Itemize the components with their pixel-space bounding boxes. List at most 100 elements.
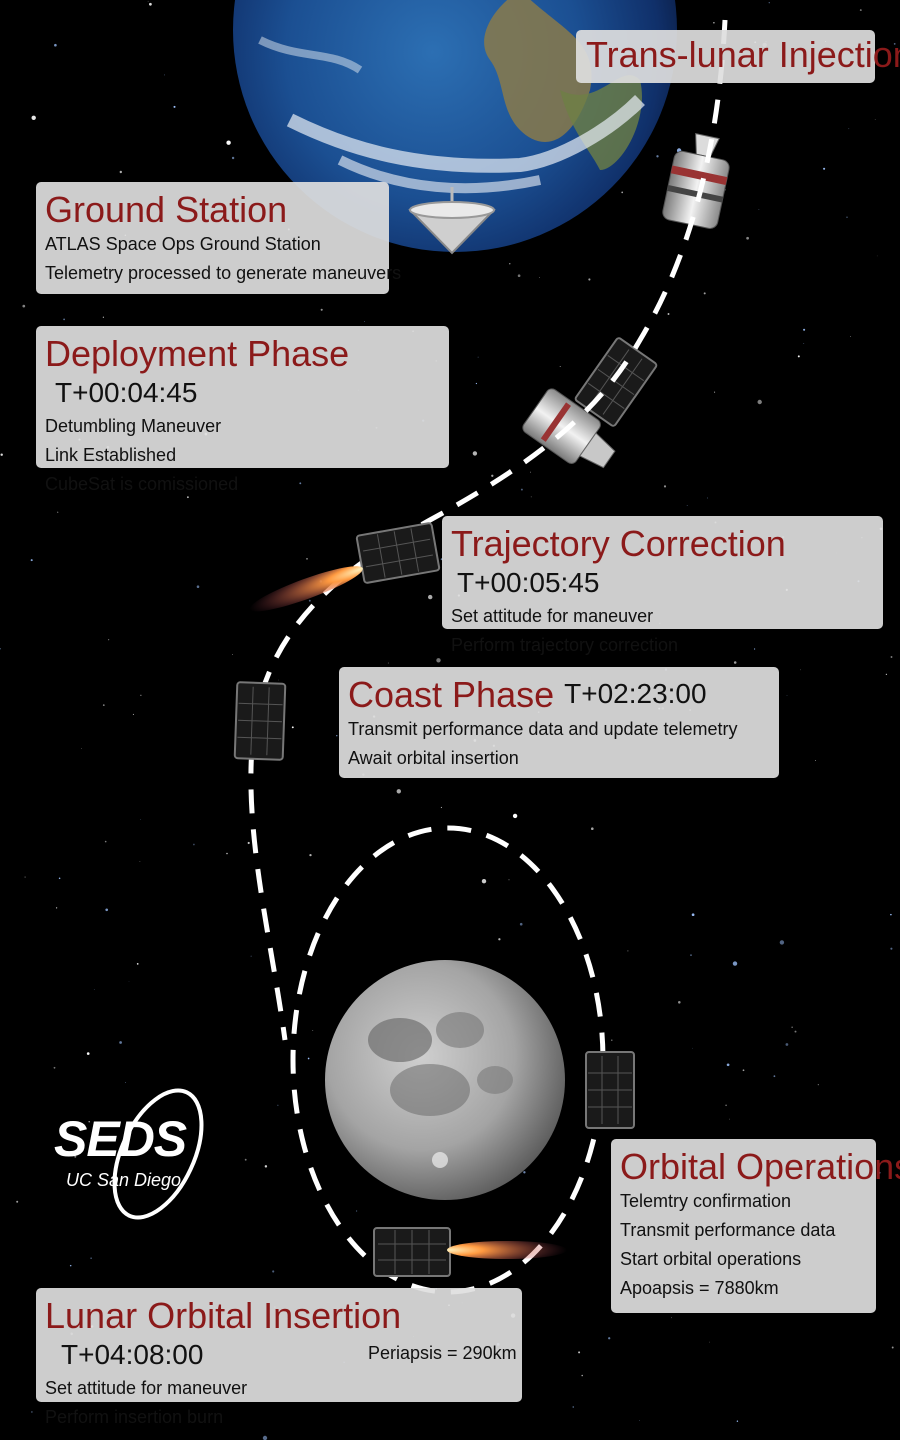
star <box>656 155 659 158</box>
cubesat-icon <box>585 1051 635 1129</box>
star <box>773 1075 776 1078</box>
star <box>846 216 848 218</box>
logo-sub-text: UC San Diego <box>66 1170 182 1190</box>
panel-line: Set attitude for maneuver <box>45 1378 248 1398</box>
star <box>891 1346 894 1349</box>
star <box>262 1435 268 1440</box>
panel-line: Apoapsis = 7880km <box>620 1278 779 1298</box>
star <box>823 167 826 170</box>
star <box>226 140 231 145</box>
panel-line: Telemtry confirmation <box>620 1191 792 1211</box>
star <box>139 861 141 862</box>
star <box>588 278 591 281</box>
star <box>797 355 800 358</box>
star <box>885 673 888 676</box>
star <box>396 789 401 794</box>
thruster-plume-icon <box>249 566 363 612</box>
star <box>125 1082 127 1083</box>
star <box>186 496 189 499</box>
panel-trajectory-correction: Trajectory CorrectionT+00:05:45 Set atti… <box>442 516 883 655</box>
star <box>54 43 57 47</box>
star <box>508 879 510 881</box>
star <box>874 119 876 120</box>
star <box>440 806 442 809</box>
star <box>608 1337 611 1340</box>
star <box>591 827 594 830</box>
panel-orbital-operations: Orbital Operations Telemtry confirmation… <box>611 1139 900 1313</box>
star <box>0 453 3 456</box>
star <box>878 1171 881 1174</box>
star <box>690 954 692 956</box>
star <box>733 661 737 664</box>
star <box>320 308 323 311</box>
star <box>93 989 95 990</box>
star <box>140 694 142 696</box>
star <box>58 877 61 880</box>
star <box>627 950 629 952</box>
star <box>728 1118 730 1120</box>
star <box>132 713 134 715</box>
star <box>102 316 104 318</box>
panel-line: Perform trajectory correction <box>451 635 679 655</box>
star <box>16 1200 19 1203</box>
star <box>128 981 130 982</box>
star <box>69 1264 72 1267</box>
star <box>709 1341 710 1343</box>
star <box>791 1026 793 1028</box>
star <box>779 940 785 945</box>
star <box>164 74 165 76</box>
star <box>277 1104 279 1106</box>
star <box>572 1406 574 1408</box>
panel-line: Set attitude for maneuver <box>451 606 654 626</box>
star <box>264 1165 268 1168</box>
star <box>88 1121 90 1123</box>
star <box>785 1043 789 1046</box>
panel-title: Orbital Operations <box>620 1146 900 1187</box>
star <box>581 1374 583 1377</box>
star <box>517 274 521 278</box>
star <box>309 853 312 857</box>
star <box>312 1029 314 1031</box>
star <box>232 654 233 655</box>
cubesat-icon <box>233 681 287 761</box>
panel-line: ATLAS Space Ops Ground Station <box>45 234 321 254</box>
moon-icon <box>325 960 565 1200</box>
star <box>306 558 308 560</box>
star <box>299 482 302 485</box>
star <box>817 1084 819 1086</box>
star <box>277 679 279 681</box>
star <box>732 961 738 966</box>
star <box>611 1039 613 1041</box>
star <box>196 585 200 588</box>
star <box>226 852 228 855</box>
star <box>472 451 478 456</box>
star <box>387 662 389 664</box>
star <box>428 594 433 600</box>
star <box>530 496 532 498</box>
panel-line: CubeSat is comissioned <box>45 474 239 494</box>
star <box>512 813 518 819</box>
star <box>63 318 65 321</box>
star <box>481 879 487 884</box>
star <box>713 22 715 24</box>
star <box>136 963 139 965</box>
star <box>307 1057 310 1060</box>
trajectory-path <box>248 19 728 1041</box>
star <box>509 263 511 265</box>
panel-line: Perform insertion burn <box>45 1407 224 1427</box>
panel-line: Telemetry processed to generate maneuver… <box>45 263 402 283</box>
star <box>890 656 893 658</box>
panel-time: T+04:08:00 <box>61 1339 204 1370</box>
star <box>104 840 107 843</box>
star <box>55 907 58 909</box>
star <box>30 559 33 562</box>
panel-title: Trajectory Correction <box>451 523 786 564</box>
star <box>244 1158 247 1161</box>
star <box>119 1041 122 1044</box>
panel-line: Detumbling Maneuver <box>45 416 222 436</box>
star <box>803 343 805 345</box>
star <box>794 1030 797 1033</box>
star <box>86 1052 90 1055</box>
star <box>519 922 523 926</box>
star <box>876 255 878 257</box>
